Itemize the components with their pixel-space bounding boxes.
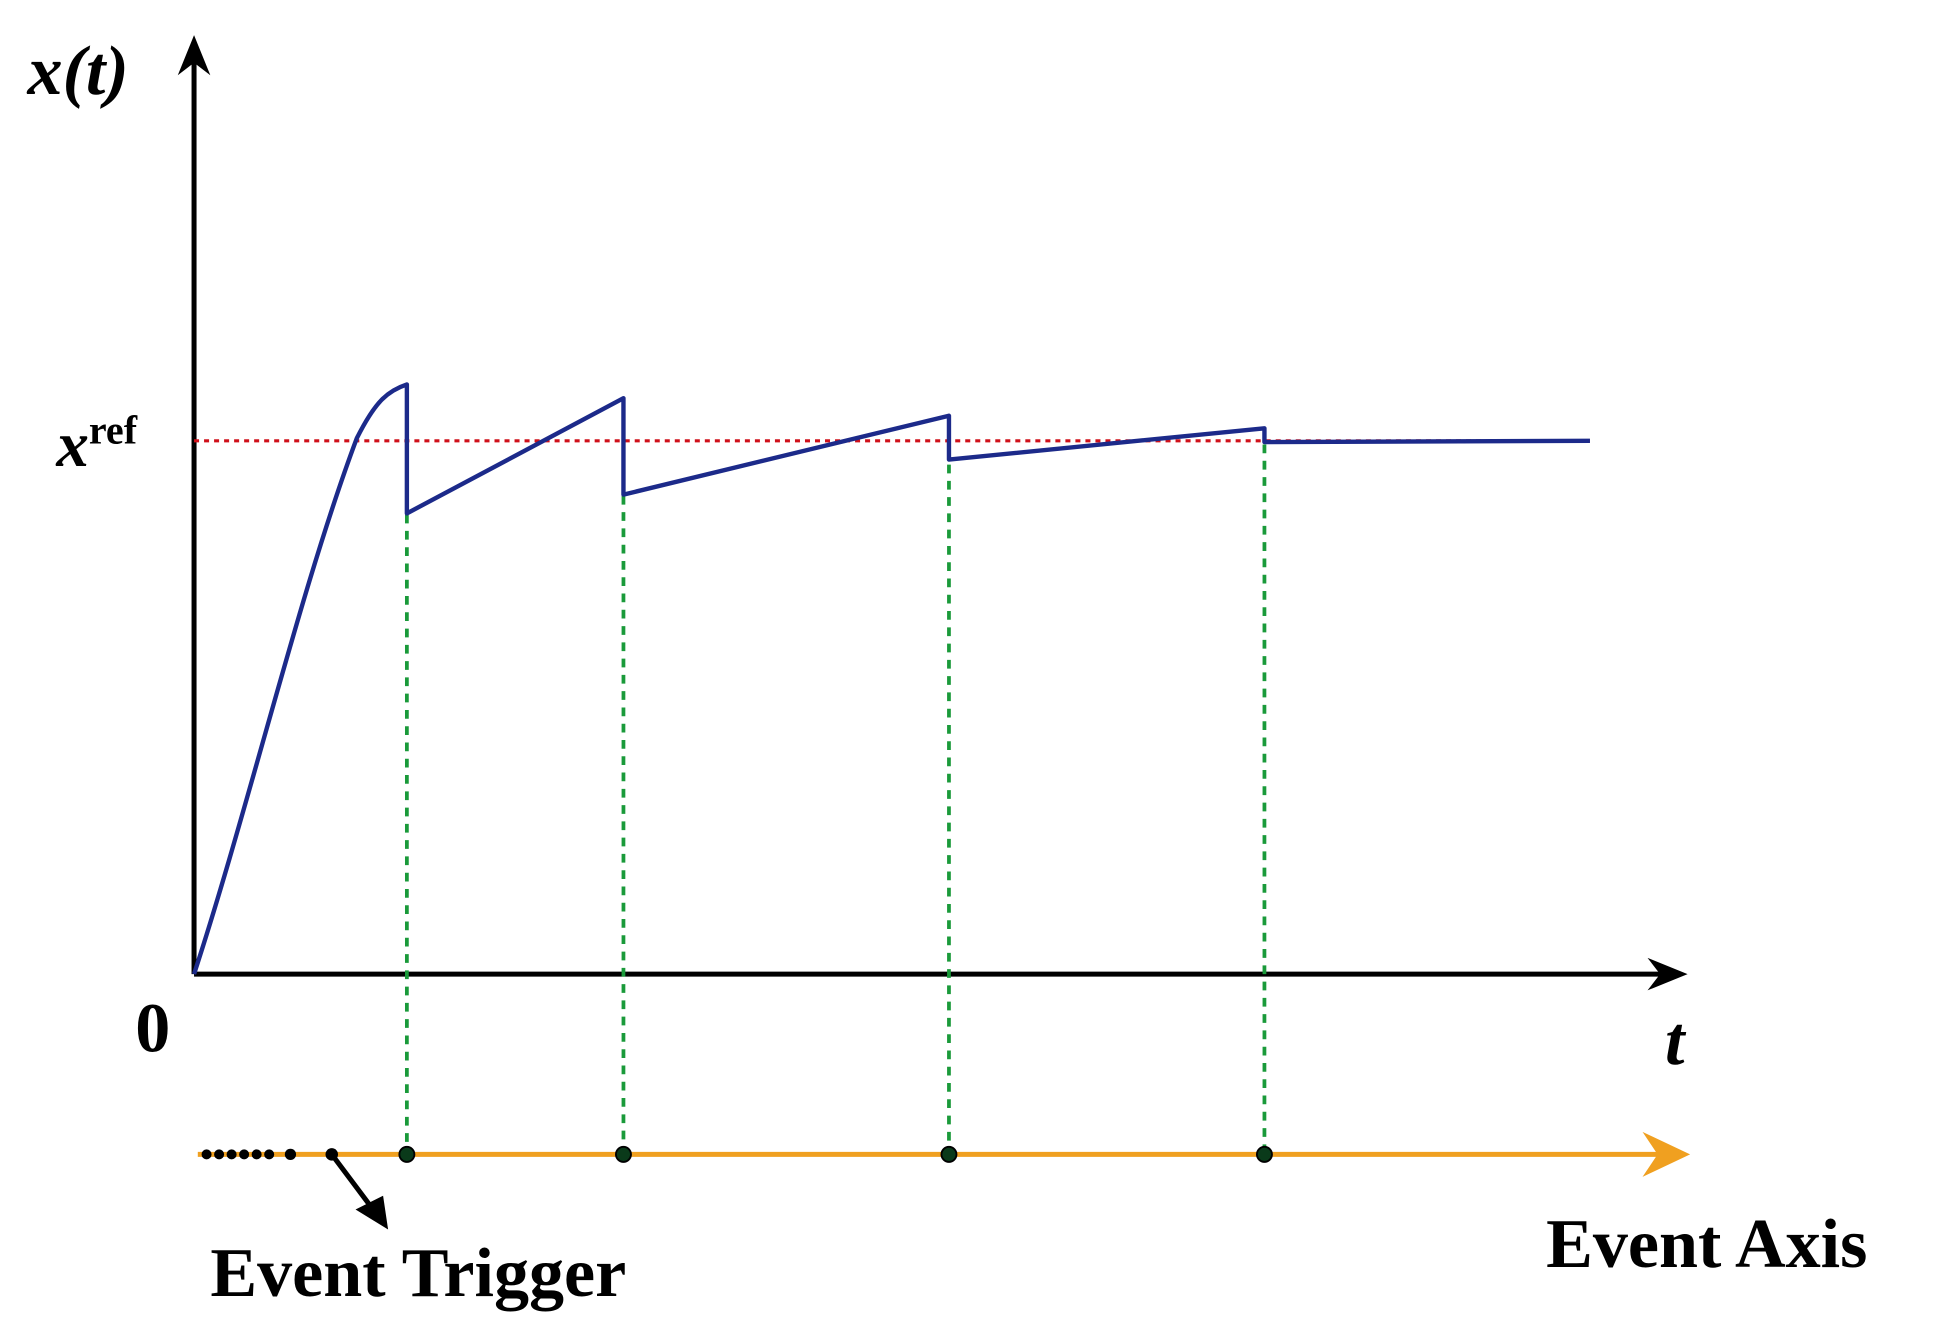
trigger-dot [239,1149,250,1160]
y-axis-label: x(t) [27,33,129,110]
trigger-dot [284,1148,297,1161]
event-trigger-label: Event Trigger [210,1235,626,1312]
reference-symbol: x [55,409,89,481]
event-dot [940,1145,958,1163]
event-dot [398,1145,416,1163]
x-axis-arrow [1647,957,1688,991]
reference-label: xref [55,407,137,481]
trigger-pointer [329,1152,376,1211]
y-axis-arrow [177,35,211,76]
response-curve [191,382,1590,975]
event-dot [1255,1145,1273,1163]
origin-label: 0 [135,991,170,1068]
event-projections [404,384,1267,1155]
trigger-dot [214,1149,225,1160]
event-axis-arrow [1642,1131,1691,1177]
event-dot [615,1145,632,1163]
event-dots [398,1145,1273,1163]
trigger-dot [226,1149,237,1160]
x-axis-label: t [1665,1003,1687,1080]
trigger-dot [264,1149,275,1160]
trigger-dot [251,1149,262,1160]
trigger-pointer-head [355,1195,389,1230]
trigger-dot [201,1149,212,1160]
reference-superscript: ref [89,407,138,452]
event-axis-label: Event Axis [1546,1206,1867,1283]
